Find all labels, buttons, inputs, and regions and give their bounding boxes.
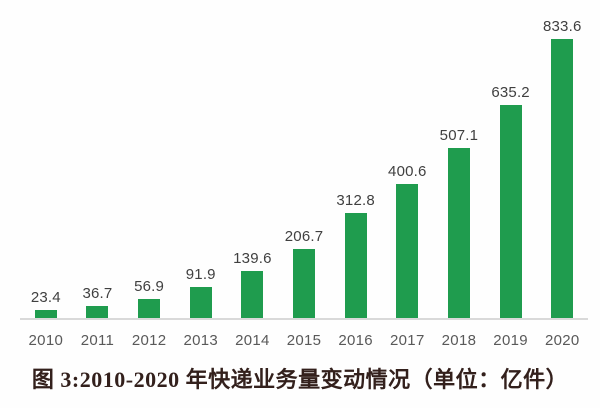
bar — [447, 148, 470, 318]
bar — [86, 306, 109, 318]
bar-value-label: 36.7 — [82, 285, 113, 302]
x-axis-tick-label: 2010 — [28, 332, 64, 349]
x-axis-tick-label: 2020 — [544, 332, 580, 349]
x-axis-tick-label: 2011 — [80, 332, 115, 349]
bar — [396, 184, 419, 318]
bar-value-label: 139.6 — [233, 250, 272, 267]
x-axis-tick-label: 2015 — [286, 332, 322, 349]
bar — [293, 249, 316, 318]
bar — [138, 299, 161, 318]
bar-column: 312.8 — [330, 192, 382, 318]
bar-column: 507.1 — [433, 127, 485, 318]
bar-value-label: 23.4 — [30, 289, 61, 306]
bar-chart: 23.4 36.7 56.9 91.9 139.6 206.7 312.8 400.6 507.… — [0, 8, 600, 349]
x-axis-line — [20, 318, 588, 320]
x-axis-tick-label: 2017 — [390, 332, 425, 349]
bar — [551, 39, 574, 318]
bar-value-label: 91.9 — [185, 266, 216, 283]
bar-value-label: 56.9 — [134, 278, 165, 295]
bar — [344, 213, 367, 318]
bar-column: 139.6 — [227, 250, 279, 318]
bar-column: 91.9 — [175, 266, 227, 318]
bar-value-label: 507.1 — [439, 127, 479, 144]
bar-value-label: 400.6 — [388, 163, 427, 180]
figure-caption: 图 3:2010-2020 年快递业务量变动情况（单位：亿件） — [31, 367, 569, 392]
bar-column: 400.6 — [381, 163, 433, 318]
bar-column: 206.7 — [278, 228, 330, 318]
x-axis-labels: 2010 2011 2012 2013 2014 2015 2016 2017 2018 2019… — [20, 332, 588, 349]
x-axis-tick-label: 2012 — [131, 332, 167, 349]
bar-column: 23.4 — [20, 289, 72, 318]
bar-value-label: 312.8 — [336, 192, 375, 209]
bar-column: 36.7 — [72, 285, 124, 318]
bars-area: 23.4 36.7 56.9 91.9 139.6 206.7 312.8 400.6 507.… — [20, 8, 588, 318]
bar-value-label: 833.6 — [542, 18, 582, 35]
bar-column: 635.2 — [485, 84, 537, 318]
x-axis-tick-label: 2018 — [441, 332, 477, 349]
bar-value-label: 206.7 — [284, 228, 324, 245]
bar-value-label: 635.2 — [491, 84, 530, 101]
bar — [189, 287, 212, 318]
x-axis-tick-label: 2014 — [235, 332, 270, 349]
bar-column: 56.9 — [123, 278, 175, 318]
bar — [499, 105, 522, 318]
bar — [241, 271, 264, 318]
bar — [34, 310, 57, 318]
bar-column: 833.6 — [536, 18, 588, 318]
x-axis-tick-label: 2019 — [493, 332, 528, 349]
x-axis-tick-label: 2013 — [183, 332, 219, 349]
x-axis-tick-label: 2016 — [338, 332, 373, 349]
